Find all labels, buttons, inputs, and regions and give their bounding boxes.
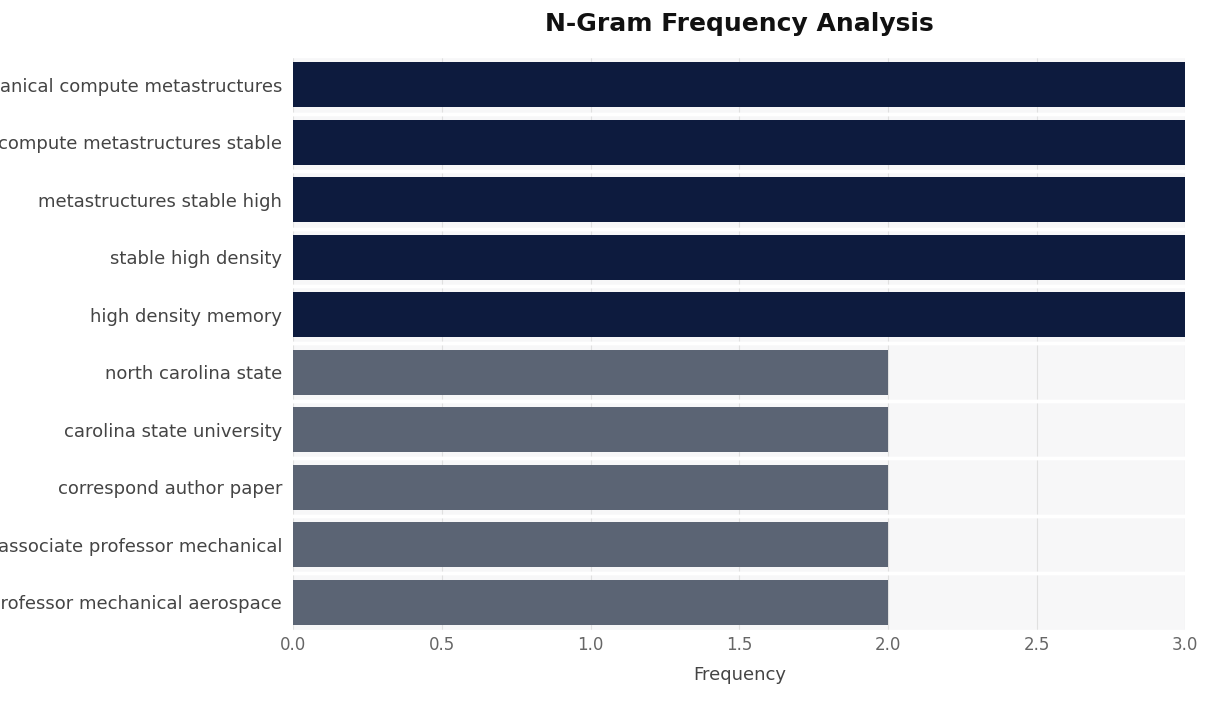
Bar <box>293 465 888 510</box>
Bar <box>293 177 1185 222</box>
Bar <box>293 292 1185 337</box>
Bar <box>293 62 1185 107</box>
Bar <box>293 120 1185 165</box>
Title: N-Gram Frequency Analysis: N-Gram Frequency Analysis <box>545 12 934 36</box>
X-axis label: Frequency: Frequency <box>693 665 786 683</box>
Bar <box>293 580 888 625</box>
Bar <box>293 235 1185 280</box>
Bar <box>293 522 888 567</box>
Bar <box>293 407 888 452</box>
Bar <box>293 350 888 395</box>
